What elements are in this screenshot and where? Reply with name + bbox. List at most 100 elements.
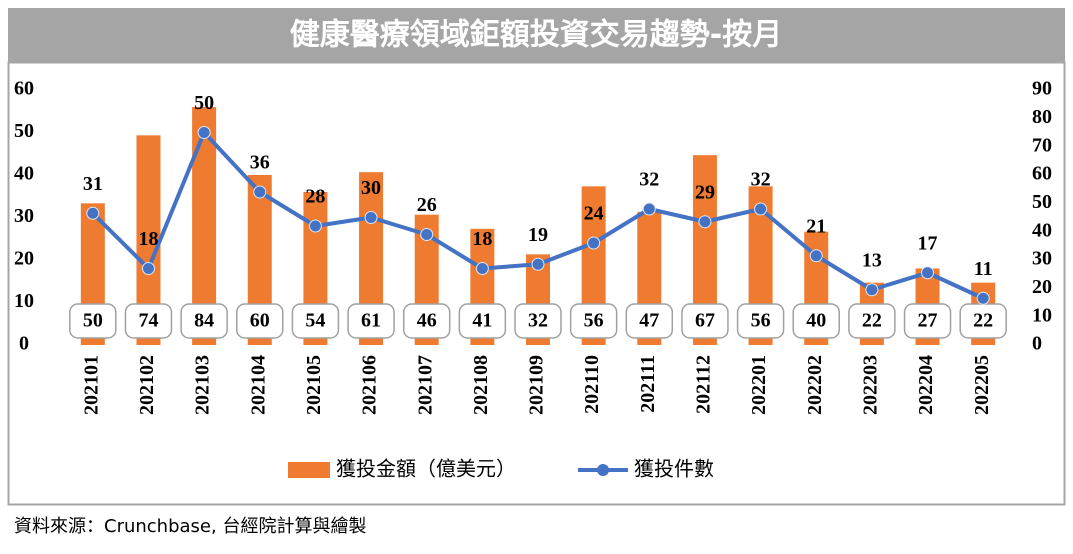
bar-label: 41 <box>472 310 492 332</box>
line-label: 18 <box>472 228 492 250</box>
line-label: 29 <box>695 181 715 203</box>
line-label: 13 <box>862 249 882 271</box>
line-point <box>754 202 768 216</box>
line-point <box>698 215 712 229</box>
legend-label: 獲投件數 <box>634 457 714 481</box>
bar-label: 56 <box>584 310 604 332</box>
y-tick-label: 40 <box>14 163 34 185</box>
bar-label: 50 <box>83 310 103 332</box>
bar-label: 46 <box>417 310 437 332</box>
x-tick-label: 202107 <box>414 355 436 415</box>
x-tick-label: 202111 <box>637 355 659 413</box>
x-tick-label: 202108 <box>470 355 492 415</box>
bar-label-box <box>569 303 618 339</box>
bar-label: 47 <box>639 310 659 332</box>
title-banner <box>8 8 1065 62</box>
x-tick-label: 202201 <box>748 355 770 415</box>
bar-label: 27 <box>918 310 938 332</box>
y2-tick-label: 40 <box>1032 219 1052 241</box>
line-label: 32 <box>751 169 771 191</box>
line-point <box>420 228 434 241</box>
line-point <box>976 291 990 305</box>
line-point <box>141 262 155 275</box>
line-point <box>809 249 823 263</box>
y-tick-label: 50 <box>14 120 34 142</box>
x-tick-label: 202104 <box>247 355 269 415</box>
bar-label-box <box>124 303 173 339</box>
y-tick-label: 20 <box>14 248 34 270</box>
legend-marker <box>597 464 609 476</box>
line-label: 21 <box>806 215 826 237</box>
bar-label: 74 <box>138 310 158 332</box>
y-tick-label: 10 <box>14 290 34 312</box>
bar-label-box <box>848 303 896 339</box>
x-tick-label: 202112 <box>693 355 715 414</box>
line-label: 31 <box>83 173 103 195</box>
y2-tick-label: 20 <box>1032 276 1052 298</box>
y2-tick-label: 80 <box>1032 106 1052 128</box>
bar-label: 84 <box>194 310 214 332</box>
bar-label-box <box>180 303 228 339</box>
line-point <box>197 126 211 139</box>
bar-label-box <box>736 303 785 339</box>
line-point <box>865 283 879 297</box>
source-note: 資料來源：Crunchbase, 台經院計算與繪製 <box>14 516 366 537</box>
line-point <box>308 219 322 233</box>
x-tick-label: 202204 <box>915 355 937 415</box>
x-tick-label: 202102 <box>136 355 158 415</box>
y2-tick-label: 60 <box>1032 163 1052 185</box>
legend-label: 獲投金額（億美元） <box>336 457 516 481</box>
y2-tick-label: 70 <box>1032 134 1052 156</box>
x-tick-label: 202110 <box>581 355 603 414</box>
y-tick-label: 30 <box>14 205 34 227</box>
y-tick-label: 0 <box>19 333 29 355</box>
x-tick-label: 202101 <box>80 355 102 415</box>
bar-label: 60 <box>250 310 270 332</box>
bar-label-box <box>69 303 117 339</box>
bar-label: 40 <box>806 310 826 332</box>
x-tick-label: 202105 <box>303 355 325 415</box>
x-tick-label: 202109 <box>526 355 548 415</box>
bar-label-box <box>625 303 674 339</box>
bar-label: 22 <box>973 310 993 332</box>
line-label: 24 <box>584 203 604 225</box>
y2-tick-label: 30 <box>1032 248 1052 270</box>
y2-tick-label: 10 <box>1032 304 1052 326</box>
line-label: 19 <box>528 224 548 246</box>
chart-title: 健康醫療領域鉅額投資交易趨勢-按月 <box>290 18 782 53</box>
line-label: 26 <box>417 194 437 216</box>
x-tick-label: 202202 <box>804 355 826 415</box>
line-point <box>86 206 100 220</box>
x-tick-label: 202203 <box>859 355 881 415</box>
line-point <box>642 202 656 216</box>
x-tick-label: 202103 <box>192 355 214 415</box>
line-point <box>921 266 935 280</box>
chart-frame <box>7 61 1066 506</box>
line-point <box>253 185 267 199</box>
line-label: 17 <box>918 232 938 254</box>
line-label: 50 <box>194 92 214 114</box>
bar-label: 56 <box>751 310 771 332</box>
line-label: 11 <box>974 258 993 280</box>
line-point <box>587 236 601 250</box>
line-label: 36 <box>250 152 270 174</box>
line-label: 28 <box>305 186 325 208</box>
bar-label-box <box>458 303 507 339</box>
bar-label-box <box>236 303 284 339</box>
legend-swatch <box>288 462 330 478</box>
bar-label-box <box>347 303 395 339</box>
x-tick-label: 202205 <box>971 355 993 415</box>
line-point <box>475 262 489 275</box>
bar-label-box <box>903 303 952 339</box>
line-point <box>531 257 545 271</box>
bar-label-box <box>514 303 562 339</box>
line-label: 30 <box>361 177 381 199</box>
y2-tick-label: 90 <box>1032 78 1052 100</box>
y2-tick-label: 0 <box>1032 333 1042 355</box>
bar-label: 67 <box>695 310 715 332</box>
line-point <box>364 211 378 224</box>
bar-label: 61 <box>361 310 381 332</box>
line-label: 18 <box>138 228 158 250</box>
y2-tick-label: 50 <box>1032 191 1052 213</box>
bar-label-box <box>681 303 729 339</box>
